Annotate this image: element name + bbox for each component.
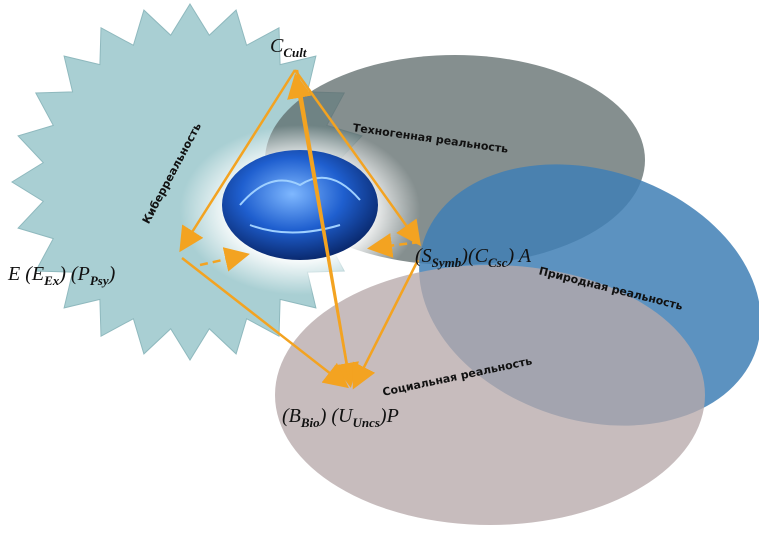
subscript: Bio [300,415,320,430]
label-part: ) [108,263,116,285]
label-part: (B [282,405,301,427]
label-part: E (E [7,263,44,285]
label-part: ) A [506,245,531,267]
label-part: )(C [460,245,488,267]
label-part: C [270,35,284,57]
label-part: ) (U [319,405,354,427]
social-ellipse [275,265,705,525]
arrows [179,69,421,390]
brain-folds [239,176,361,234]
node-label: (SSymb)(CCsc) A [415,245,532,270]
subscript: Uncs [352,415,379,430]
node-label: E (EEx) (PPsy) [7,263,116,288]
node-label: (BBio) (UUncs)P [282,405,399,430]
label-part: )P [379,405,399,427]
subscript: Cult [283,45,307,60]
label-part: (S [415,245,432,267]
subscript: Symb [432,255,462,270]
subscript: Psy [90,273,109,288]
label-part: ) (P [58,263,90,285]
node-label: CCult [270,35,307,60]
brain [222,150,378,260]
subscript: Csc [488,255,508,270]
subscript: Ex [43,273,60,288]
